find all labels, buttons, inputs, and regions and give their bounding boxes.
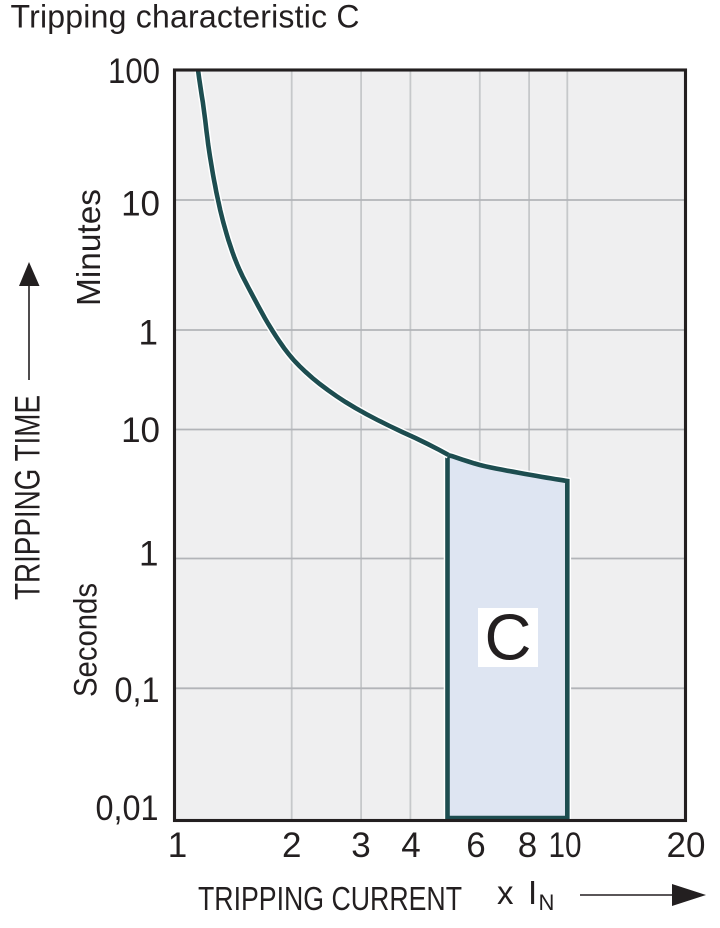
svg-text:TRIPPING CURRENT: TRIPPING CURRENT (198, 880, 462, 917)
svg-text:1: 1 (139, 535, 158, 574)
svg-text:Minutes: Minutes (70, 189, 107, 306)
svg-text:Tripping characteristic C: Tripping characteristic C (11, 0, 360, 35)
svg-text:1: 1 (139, 314, 158, 353)
svg-text:Seconds: Seconds (68, 583, 104, 697)
svg-text:100: 100 (108, 52, 160, 91)
svg-text:x: x (497, 874, 514, 911)
svg-text:2: 2 (282, 826, 301, 865)
svg-text:10: 10 (121, 185, 160, 224)
svg-text:0,01: 0,01 (96, 789, 159, 828)
svg-text:6: 6 (466, 826, 485, 865)
svg-text:I: I (528, 874, 537, 911)
svg-text:8: 8 (518, 826, 537, 865)
svg-text:20: 20 (667, 826, 706, 865)
svg-text:10: 10 (549, 826, 582, 865)
svg-text:4: 4 (401, 826, 420, 865)
svg-text:0,1: 0,1 (115, 671, 160, 710)
svg-text:TRIPPING TIME: TRIPPING TIME (8, 395, 47, 600)
svg-text:C: C (485, 601, 532, 674)
svg-text:10: 10 (121, 411, 160, 450)
svg-text:1: 1 (168, 826, 187, 865)
svg-text:N: N (539, 890, 555, 915)
svg-text:3: 3 (351, 826, 370, 865)
